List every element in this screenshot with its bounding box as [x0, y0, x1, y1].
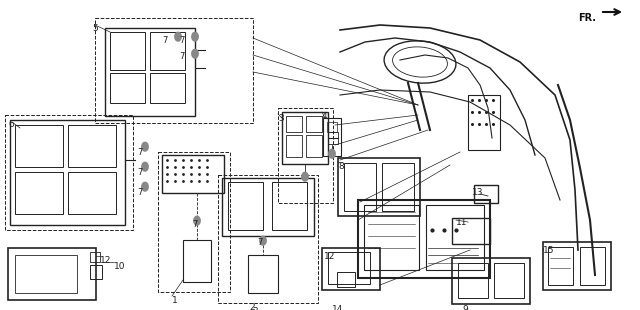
- Text: 7: 7: [138, 148, 143, 157]
- Bar: [162, 155, 224, 193]
- Bar: [426, 205, 484, 270]
- Bar: [452, 258, 530, 304]
- Bar: [282, 112, 328, 164]
- Text: FR.: FR.: [578, 13, 596, 23]
- Bar: [337, 272, 355, 287]
- Bar: [323, 118, 341, 156]
- Bar: [364, 205, 419, 270]
- Bar: [494, 263, 524, 298]
- Polygon shape: [329, 149, 335, 158]
- Bar: [95, 18, 253, 123]
- Text: 2: 2: [249, 303, 255, 310]
- Bar: [580, 247, 605, 285]
- Text: 7: 7: [179, 36, 185, 45]
- Text: 4: 4: [322, 112, 328, 121]
- Text: 6: 6: [8, 120, 13, 129]
- Bar: [15, 172, 63, 214]
- Bar: [15, 125, 63, 167]
- Bar: [286, 135, 302, 157]
- Text: 7: 7: [257, 238, 262, 247]
- Text: 9: 9: [462, 305, 468, 310]
- Text: 7: 7: [138, 168, 143, 177]
- Bar: [382, 163, 414, 211]
- Bar: [548, 247, 573, 285]
- Bar: [474, 185, 498, 203]
- Bar: [452, 218, 490, 244]
- Bar: [5, 115, 133, 230]
- Polygon shape: [142, 162, 148, 171]
- Polygon shape: [175, 32, 181, 41]
- Bar: [344, 163, 376, 211]
- Bar: [105, 28, 195, 116]
- Bar: [248, 255, 278, 293]
- Bar: [327, 122, 337, 132]
- Bar: [110, 32, 145, 70]
- Text: 8: 8: [338, 162, 344, 171]
- Text: 7: 7: [192, 220, 198, 229]
- Text: 12: 12: [100, 256, 111, 265]
- Polygon shape: [192, 32, 198, 41]
- Bar: [150, 32, 185, 70]
- Bar: [328, 252, 370, 284]
- Text: 11: 11: [456, 218, 467, 227]
- Text: 7: 7: [163, 36, 168, 45]
- Bar: [218, 175, 318, 303]
- Text: 7: 7: [138, 188, 143, 197]
- Bar: [150, 73, 185, 103]
- Polygon shape: [192, 49, 198, 58]
- Bar: [358, 200, 490, 278]
- Bar: [322, 248, 380, 290]
- Bar: [458, 263, 488, 298]
- Bar: [278, 108, 333, 203]
- Text: 12: 12: [324, 252, 335, 261]
- Bar: [10, 120, 125, 225]
- Bar: [68, 172, 116, 214]
- Bar: [15, 255, 77, 293]
- Bar: [228, 182, 263, 230]
- Polygon shape: [142, 142, 148, 151]
- Bar: [286, 116, 302, 132]
- Text: 15: 15: [543, 246, 554, 255]
- Bar: [8, 248, 96, 300]
- Bar: [110, 73, 145, 103]
- Text: 1: 1: [172, 296, 178, 305]
- Bar: [338, 158, 420, 216]
- Text: 5: 5: [92, 24, 98, 33]
- Bar: [306, 116, 322, 132]
- Polygon shape: [302, 172, 308, 181]
- Bar: [90, 252, 100, 262]
- Text: 13: 13: [472, 188, 483, 197]
- Bar: [90, 265, 102, 279]
- Bar: [468, 95, 500, 150]
- Text: 3: 3: [278, 114, 284, 123]
- Bar: [543, 242, 611, 290]
- Polygon shape: [142, 182, 148, 191]
- Text: 2: 2: [252, 307, 258, 310]
- Bar: [158, 152, 230, 292]
- Bar: [306, 135, 322, 157]
- Text: 14: 14: [332, 305, 344, 310]
- Polygon shape: [260, 236, 266, 245]
- Bar: [222, 178, 314, 236]
- Bar: [68, 125, 116, 167]
- Text: 10: 10: [114, 262, 125, 271]
- Polygon shape: [194, 216, 200, 225]
- Bar: [272, 182, 307, 230]
- Bar: [328, 132, 338, 144]
- Bar: [183, 240, 211, 282]
- Text: 7: 7: [179, 52, 185, 61]
